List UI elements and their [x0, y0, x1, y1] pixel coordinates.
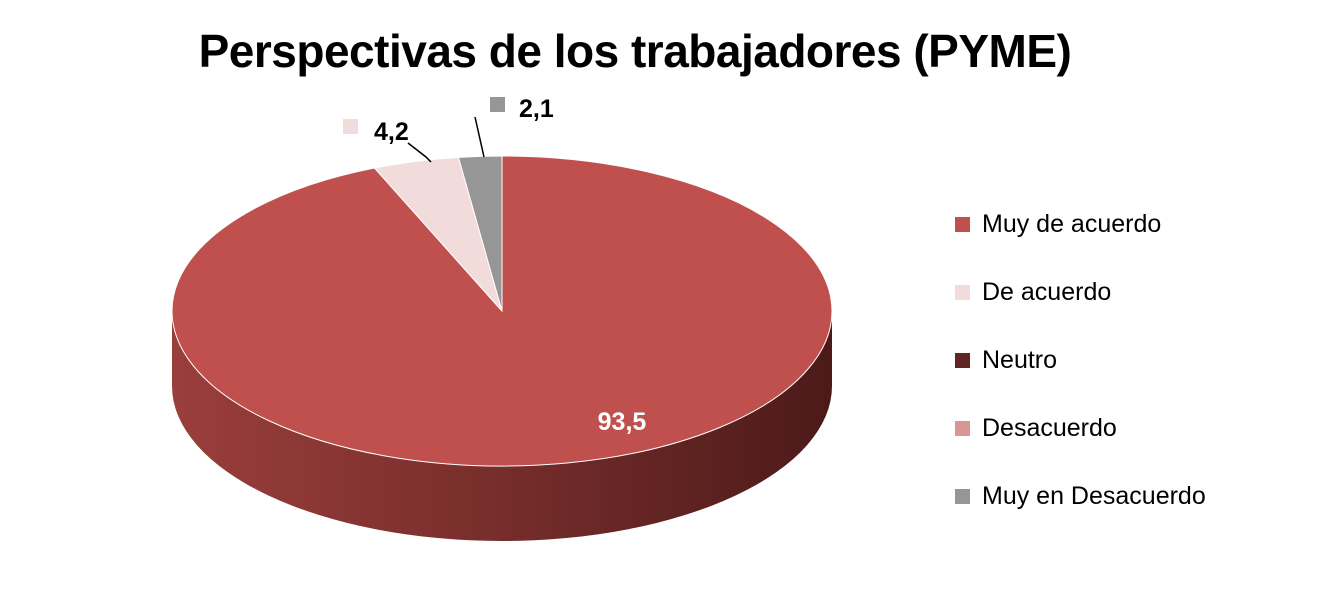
legend-swatch: [955, 488, 970, 504]
legend-item-muy-de-acuerdo: Muy de acuerdo: [955, 190, 1206, 258]
legend-item-neutro: Neutro: [955, 326, 1206, 394]
leader-line-muy-en-desacuerdo: [474, 116, 485, 158]
legend-label: Desacuerdo: [982, 413, 1117, 442]
legend-label: Muy en Desacuerdo: [982, 481, 1206, 510]
legend-item-muy-en-desacuerdo: Muy en Desacuerdo: [955, 462, 1206, 530]
data-label-muy-de-acuerdo: 93,5: [598, 408, 647, 436]
legend-label: De acuerdo: [982, 277, 1112, 306]
pie-slice-muy-en-desacuerdo: [457, 155, 503, 312]
chart-title: Perspectivas de los trabajadores (PYME): [198, 25, 1072, 77]
legend-label: Neutro: [982, 345, 1058, 374]
legend-swatch: [955, 216, 970, 232]
legend-swatch: [955, 420, 970, 436]
legend: Muy de acuerdo De acuerdo Neutro Desacuerdo…: [955, 190, 1206, 530]
pie-slices: [171, 155, 833, 467]
legend-item-de-acuerdo: De acuerdo: [955, 258, 1206, 326]
pie-leaders: [407, 116, 485, 163]
data-label-key-de-acuerdo: [343, 119, 358, 134]
pie-labels: 93,5 4,2 2,1: [343, 95, 646, 436]
data-label-muy-en-desacuerdo: 2,1: [519, 95, 554, 123]
pie-side-wall: [172, 311, 832, 541]
legend-label: Muy de acuerdo: [982, 209, 1162, 238]
leader-line-de-acuerdo: [407, 142, 432, 163]
pie-side: [172, 311, 832, 541]
legend-swatch: [955, 284, 970, 300]
data-label-de-acuerdo: 4,2: [374, 118, 409, 146]
legend-item-desacuerdo: Desacuerdo: [955, 394, 1206, 462]
legend-swatch: [955, 352, 970, 368]
data-label-key-muy-en-desacuerdo: [490, 97, 505, 112]
